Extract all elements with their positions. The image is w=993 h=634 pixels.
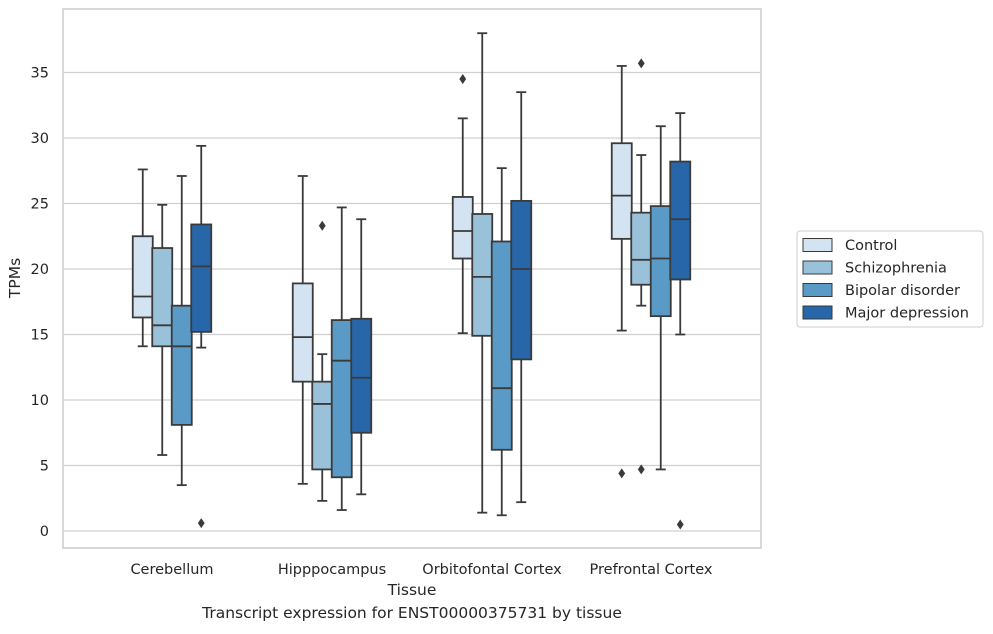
- outlier-point: [197, 518, 205, 529]
- legend-label: Bipolar disorder: [845, 283, 960, 299]
- box-body: [669, 160, 692, 281]
- box-control: [131, 168, 154, 348]
- box-body: [151, 247, 174, 348]
- box-major-depression: [510, 91, 533, 504]
- box-control: [610, 65, 633, 479]
- box-major-depression: [669, 112, 692, 530]
- x-tick-label: Orbitofontal Cortex: [422, 562, 562, 578]
- box-body: [311, 380, 334, 471]
- box-major-depression: [190, 144, 213, 529]
- y-tick-label: 30: [31, 131, 49, 147]
- box-body: [170, 304, 193, 426]
- box-major-depression: [350, 218, 373, 496]
- legend-swatch: [802, 238, 833, 252]
- box-body: [649, 205, 672, 318]
- outlier-point: [676, 519, 684, 530]
- boxes: [131, 32, 692, 530]
- box-body: [131, 235, 154, 319]
- box-body: [630, 211, 653, 286]
- outlier-point: [637, 464, 645, 475]
- box-body: [510, 199, 533, 361]
- box-body: [610, 142, 633, 240]
- legend: Control Schizophrenia Bipolar disorder Majo…: [796, 230, 984, 328]
- outlier-point: [637, 58, 645, 69]
- y-tick-label: 15: [31, 328, 49, 344]
- box-control: [451, 74, 474, 335]
- x-tick-label: Hipppocampus: [278, 562, 386, 578]
- y-tick-label: 5: [40, 459, 49, 475]
- box-body: [190, 223, 213, 333]
- legend-label: Major depression: [845, 306, 969, 322]
- outlier-point: [459, 74, 467, 85]
- legend-swatch: [802, 260, 833, 275]
- outlier-point: [318, 220, 326, 231]
- y-tick-label: 10: [31, 393, 49, 409]
- x-tick-label: Prefrontal Cortex: [590, 562, 713, 578]
- outlier-point: [618, 468, 626, 479]
- box-body: [291, 282, 314, 383]
- legend-label: Control: [845, 238, 897, 254]
- box-body: [490, 240, 513, 451]
- y-axis-label: TPMs: [6, 258, 24, 299]
- box-bipolar-disorder: [170, 175, 193, 487]
- box-control: [291, 175, 314, 485]
- legend-swatch: [802, 283, 833, 297]
- legend-frame: [796, 230, 984, 328]
- box-body: [451, 196, 474, 260]
- box-schizophrenia: [151, 203, 174, 456]
- legend-label: Schizophrenia: [845, 261, 947, 277]
- y-tick-label: 20: [31, 262, 49, 278]
- y-tick-label: 25: [31, 197, 49, 213]
- y-tick-labels: 0 5 10 15 20 25 30 35: [31, 66, 49, 541]
- legend-swatch: [802, 305, 833, 320]
- box-body: [330, 319, 353, 479]
- gridlines: [63, 71, 761, 532]
- x-tick-label: Cerebellum: [130, 562, 213, 578]
- box-body: [350, 317, 373, 434]
- y-tick-label: 35: [31, 66, 49, 82]
- x-axis-label: Tissue: [387, 581, 437, 599]
- chart-caption: Transcript expression for ENST0000037573…: [202, 604, 622, 622]
- x-tick-labels: Cerebellum Hipppocampus Orbitofontal Corte…: [130, 562, 712, 578]
- box-body: [471, 213, 494, 337]
- y-tick-label: 0: [40, 524, 49, 540]
